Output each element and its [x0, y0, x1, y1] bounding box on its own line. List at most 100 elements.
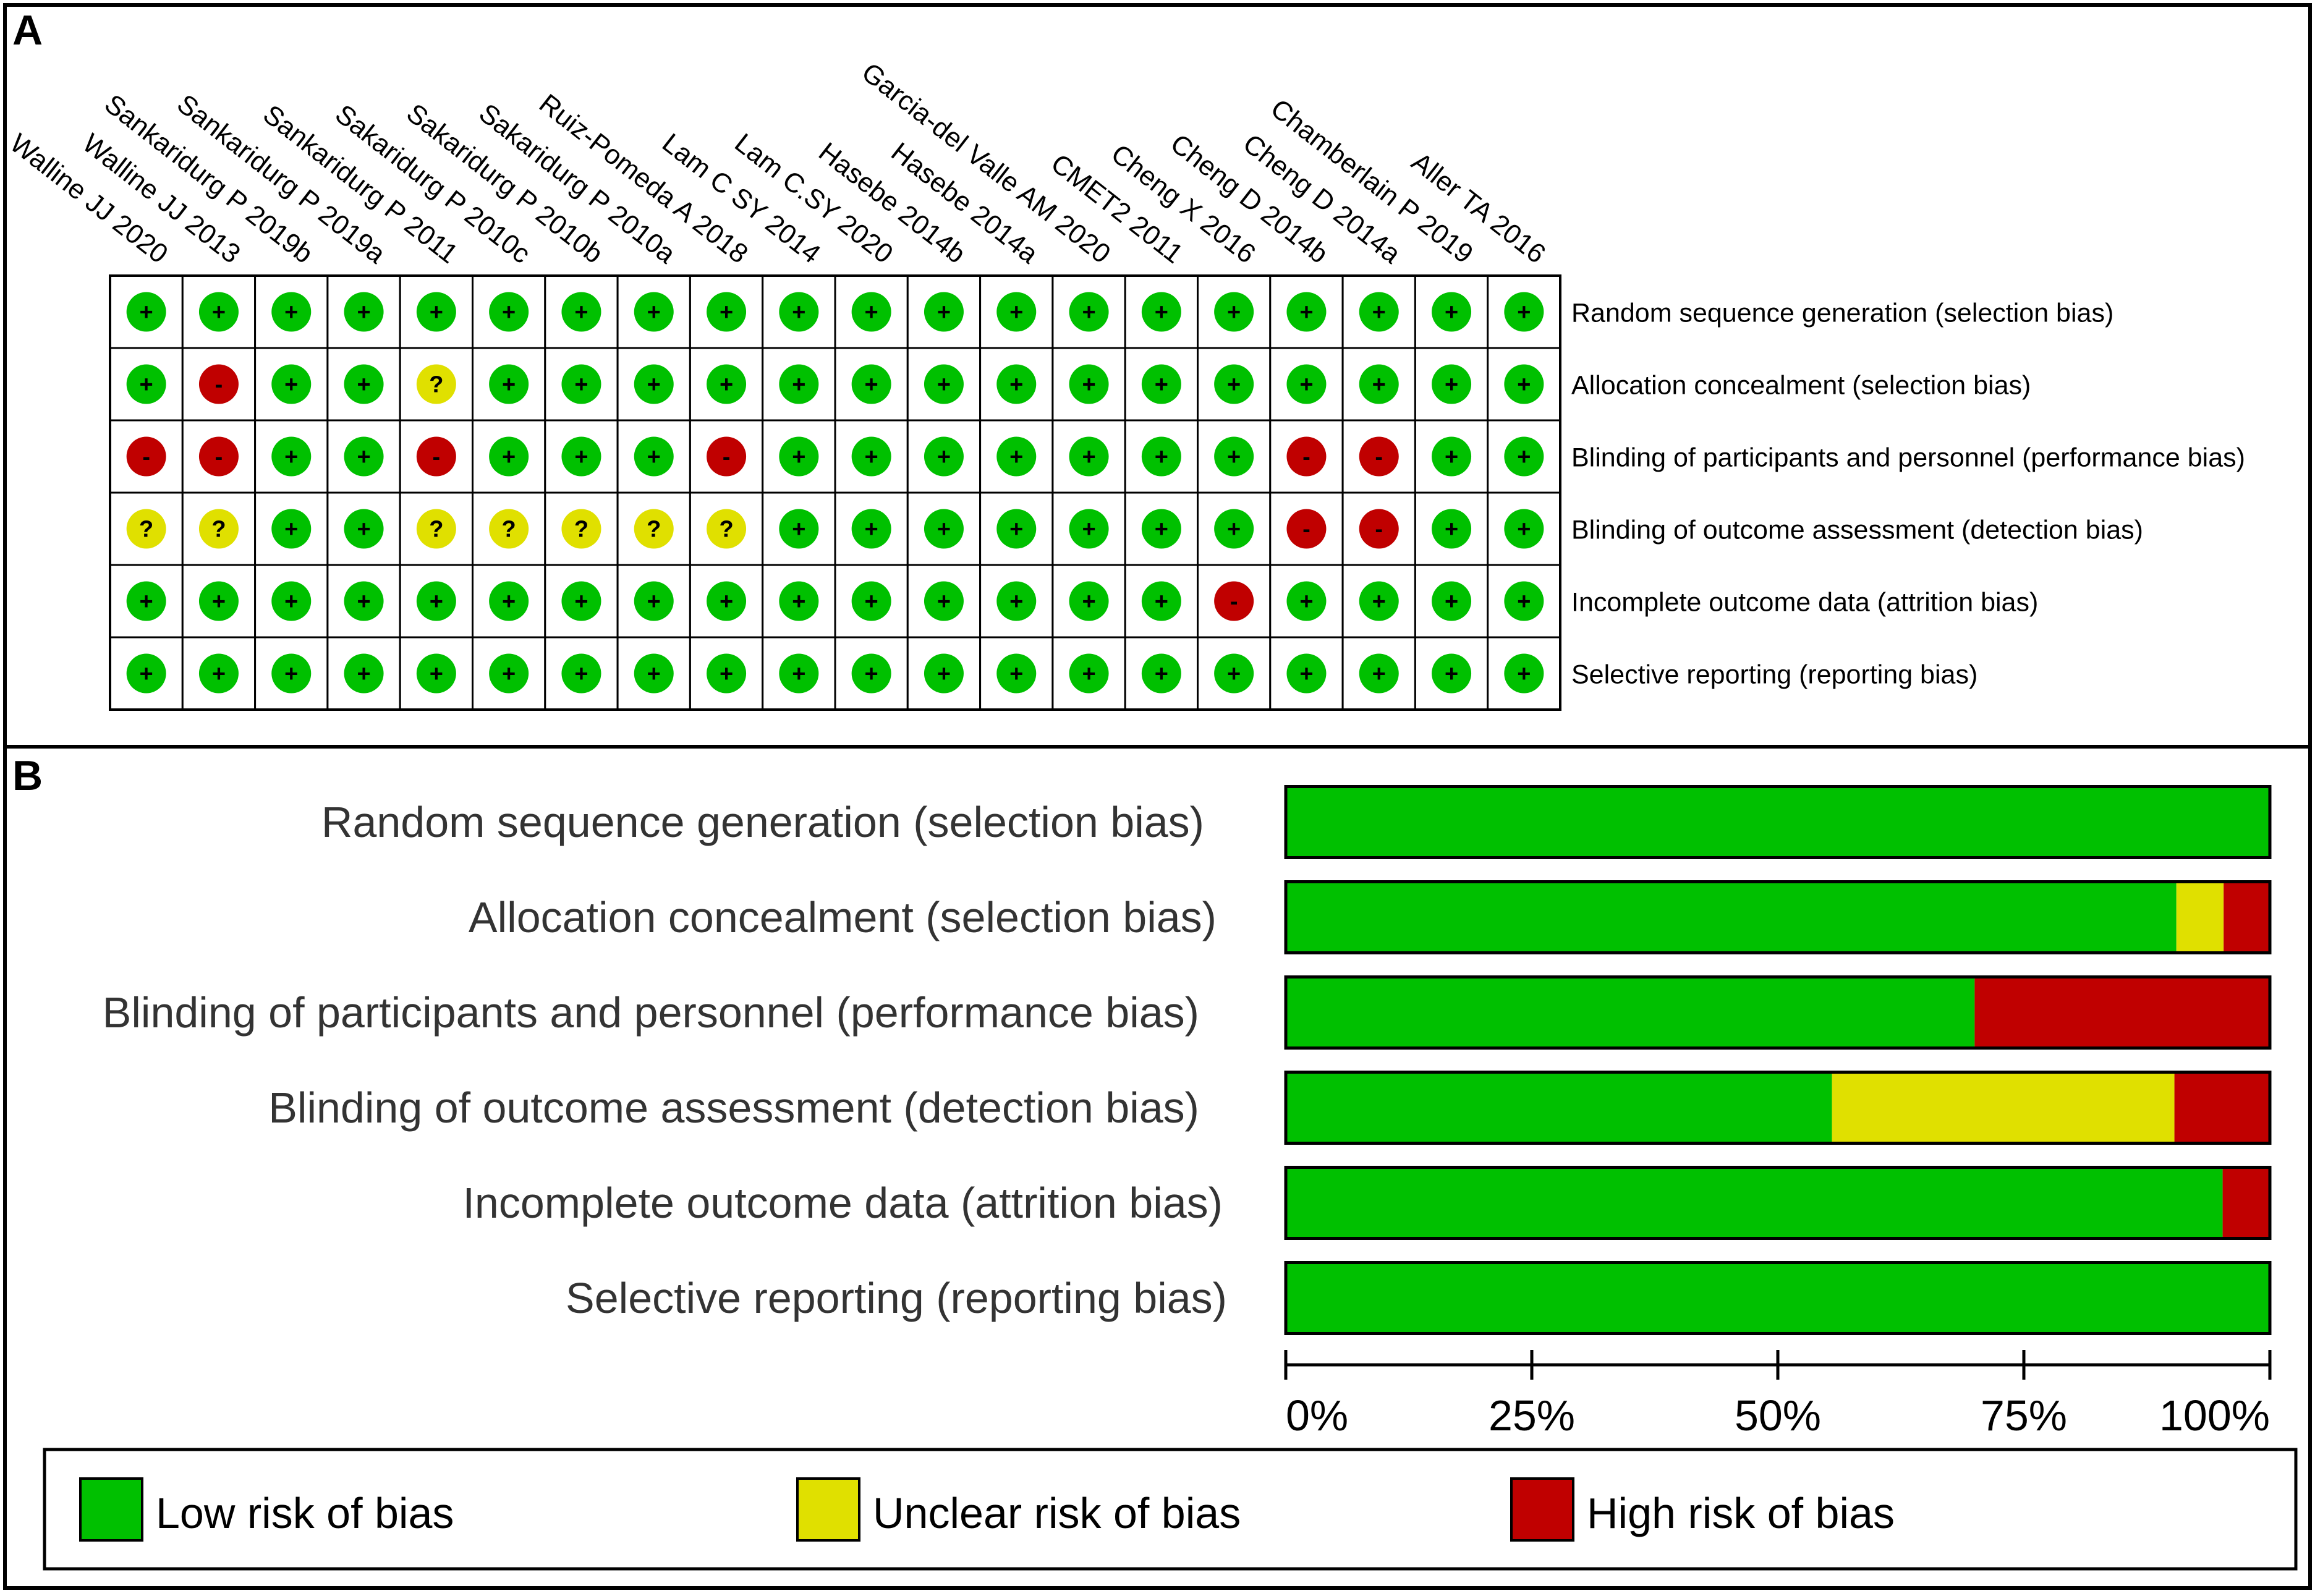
risk-low-mark [126, 292, 166, 332]
bar-outline [1284, 880, 2272, 954]
risk-low-mark [996, 509, 1037, 549]
risk-symbol: + [865, 517, 878, 543]
risk-low-mark [1141, 509, 1181, 549]
risk-high-mark [707, 436, 747, 477]
risk-low-mark [1069, 581, 1109, 621]
risk-symbol: + [1227, 300, 1241, 326]
bar-category-label: Incomplete outcome data (attrition bias) [462, 1179, 1223, 1227]
risk-low-mark [1432, 292, 1472, 332]
bar-outline [1284, 1261, 2272, 1335]
risk-low-mark [1069, 292, 1109, 332]
risk-low-mark [634, 653, 674, 694]
risk-low-mark [851, 292, 891, 332]
risk-low-mark [1286, 653, 1327, 694]
bar-segment-low [1286, 881, 2177, 953]
risk-low-mark [1141, 364, 1181, 404]
risk-low-mark [1069, 509, 1109, 549]
panel-b-letter: B [12, 752, 43, 799]
bar-segment-high [2174, 1072, 2270, 1144]
risk-low-mark [1214, 364, 1254, 404]
bar-category-label: Allocation concealment (selection bias) [469, 893, 1217, 941]
risk-low-mark [1504, 653, 1544, 694]
risk-symbol: ? [429, 372, 443, 398]
risk-low-mark [271, 509, 312, 549]
risk-symbol: + [357, 372, 370, 398]
risk-symbol: + [1009, 300, 1023, 326]
legend-low-label: Low risk of bias [156, 1489, 454, 1537]
risk-symbol: ? [647, 517, 661, 543]
risk-high-mark [1359, 509, 1399, 549]
legend-frame [43, 1448, 2298, 1571]
risk-low-mark [1069, 653, 1109, 694]
risk-low-mark [851, 581, 891, 621]
risk-symbol: + [1299, 372, 1313, 398]
bar-segment-high [1974, 977, 2270, 1048]
legend-high-label: High risk of bias [1587, 1489, 1895, 1537]
risk-symbol: - [723, 444, 731, 470]
risk-symbol: + [357, 589, 370, 615]
risk-low-mark [1214, 436, 1254, 477]
domain-label: Random sequence generation (selection bi… [1571, 299, 2113, 328]
risk-symbol: + [502, 372, 516, 398]
bar-outline [1284, 1166, 2272, 1240]
risk-symbol: + [1227, 517, 1241, 543]
risk-low-mark [198, 292, 239, 332]
risk-low-mark [271, 364, 312, 404]
risk-symbol: ? [574, 517, 588, 543]
risk-symbol: + [720, 661, 733, 687]
risk-low-mark [1359, 653, 1399, 694]
risk-low-mark [1504, 581, 1544, 621]
risk-low-mark [1504, 509, 1544, 549]
bar-segment-high [2224, 881, 2270, 953]
risk-symbol: + [647, 372, 661, 398]
risk-low-mark [489, 436, 529, 477]
risk-symbol: ? [139, 517, 153, 543]
bar-outline [1284, 975, 2272, 1050]
domain-label: Blinding of participants and personnel (… [1571, 443, 2245, 473]
risk-high-mark [1214, 581, 1254, 621]
risk-low-mark [779, 364, 819, 404]
risk-symbol: + [140, 589, 153, 615]
risk-symbol: + [502, 589, 516, 615]
risk-symbol: + [502, 300, 516, 326]
risk-symbol: - [1230, 589, 1238, 615]
risk-symbol: + [865, 372, 878, 398]
x-axis: 0% 25% 50% 75% 100% [1284, 1350, 2272, 1440]
risk-high-mark [1359, 436, 1399, 477]
risk-low-mark [271, 581, 312, 621]
risk-low-mark [271, 436, 312, 477]
risk-symbol: + [647, 661, 661, 687]
risk-symbol: ? [502, 517, 516, 543]
domain-label: Incomplete outcome data (attrition bias) [1571, 588, 2038, 618]
risk-symbol: + [865, 661, 878, 687]
risk-low-mark [416, 653, 456, 694]
risk-symbol: + [284, 372, 298, 398]
risk-high-mark [198, 436, 239, 477]
risk-symbol: ? [429, 517, 443, 543]
risk-symbol: + [1082, 444, 1095, 470]
risk-low-mark [1504, 364, 1544, 404]
risk-high-mark [126, 436, 166, 477]
risk-symbol: + [1227, 372, 1241, 398]
risk-symbol: + [865, 444, 878, 470]
risk-symbol: + [430, 661, 443, 687]
legend-unclear-swatch [796, 1477, 860, 1542]
bar-segment-unclear [2176, 881, 2224, 953]
risk-low-mark [1432, 364, 1472, 404]
risk-unclear-mark [707, 509, 747, 549]
risk-symbol: + [792, 661, 805, 687]
bar-outline [1284, 785, 2272, 859]
risk-low-mark [779, 436, 819, 477]
risk-high-mark [1286, 509, 1327, 549]
risk-symbol: + [1155, 517, 1168, 543]
risk-symbol: + [1082, 589, 1095, 615]
risk-symbol: + [430, 589, 443, 615]
risk-symbol: + [1445, 661, 1458, 687]
domain-label: Allocation concealment (selection bias) [1571, 371, 2031, 401]
risk-unclear-mark [416, 509, 456, 549]
risk-symbol: + [1517, 444, 1531, 470]
risk-low-mark [779, 509, 819, 549]
risk-low-mark [924, 509, 964, 549]
risk-unclear-mark [489, 509, 529, 549]
legend-unclear: Unclear risk of bias [796, 1477, 1241, 1542]
